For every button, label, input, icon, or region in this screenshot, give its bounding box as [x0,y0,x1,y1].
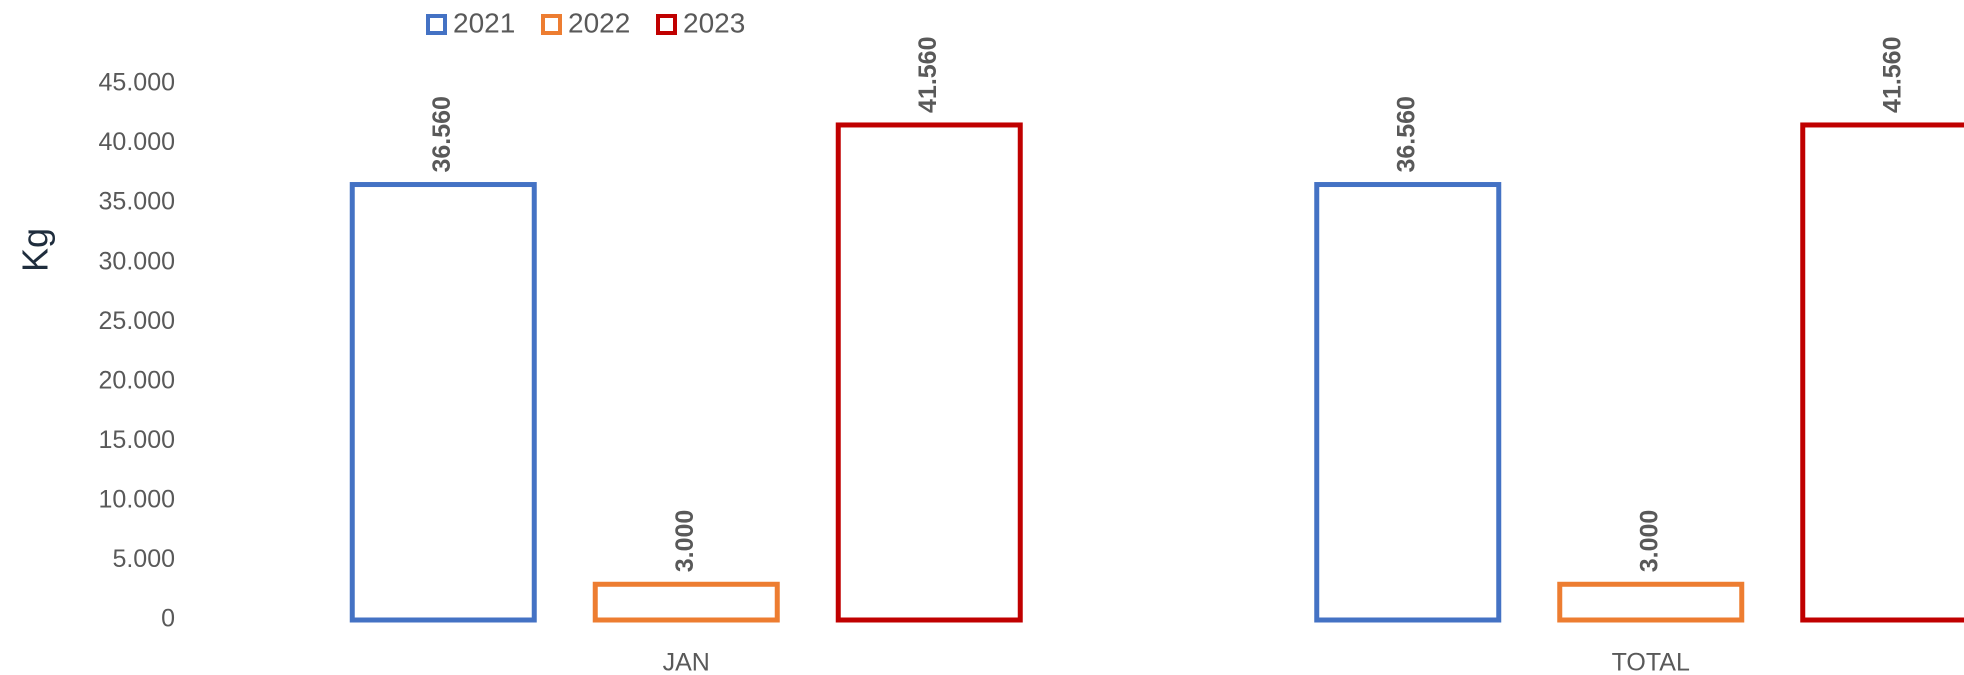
legend-swatch [426,14,447,35]
x-tick-label: TOTAL [1612,649,1690,675]
y-tick-label: 20.000 [99,366,175,394]
legend-label: 2022 [568,7,630,38]
bar [1557,581,1745,623]
y-axis-label: Kg [15,228,56,272]
bar [1314,182,1502,623]
y-tick-label: 10.000 [99,485,175,513]
y-tick-label: 45.000 [99,69,175,97]
y-tick-label: 25.000 [99,307,175,335]
data-label: 3.000 [671,510,699,573]
bar [835,122,1023,623]
data-label: 36.560 [428,96,456,172]
legend-swatch [541,14,562,35]
x-tick-label: JAN [663,649,710,675]
y-tick-label: 0 [161,605,175,633]
y-tick-label: 35.000 [99,188,175,216]
bar [349,182,537,623]
y-tick-label: 15.000 [99,426,175,454]
data-label: 36.560 [1392,96,1420,172]
legend-label: 2023 [683,7,745,38]
y-tick-label: 5.000 [112,545,175,573]
bar [1800,122,1964,623]
y-tick-label: 30.000 [99,247,175,275]
legend-label: 2021 [453,7,515,38]
data-label: 41.560 [914,37,942,113]
bar [592,581,780,623]
data-label: 3.000 [1635,510,1663,573]
y-tick-label: 40.000 [99,128,175,156]
data-label: 41.560 [1878,37,1906,113]
legend-swatch [656,14,677,35]
